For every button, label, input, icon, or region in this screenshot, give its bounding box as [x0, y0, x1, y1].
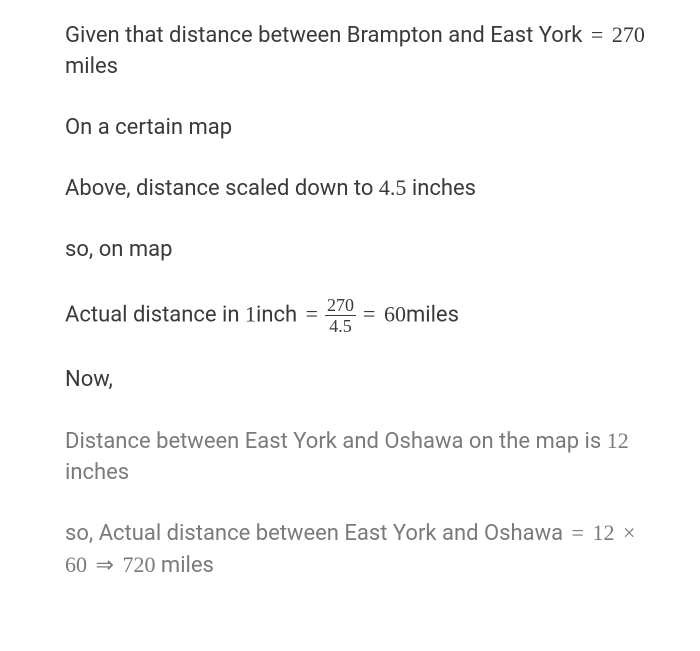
paragraph-1: Given that distance between Brampton and…: [65, 20, 645, 83]
equals-sign: =: [363, 301, 375, 326]
paragraph-7: Distance between East York and Oshawa on…: [65, 426, 645, 489]
text: inches: [406, 176, 476, 201]
text: Actual distance in: [65, 302, 245, 327]
text: so, Actual distance between East York an…: [65, 521, 569, 546]
number: 12: [587, 520, 620, 545]
equals-sign: =: [591, 22, 603, 47]
text: inch: [256, 302, 303, 327]
equals-sign: =: [306, 301, 318, 326]
text: Given that distance between Brampton and…: [65, 23, 588, 48]
paragraph-2: On a certain map: [65, 113, 645, 144]
number: 60: [378, 301, 406, 326]
text: miles: [406, 302, 459, 327]
equals-sign: =: [572, 520, 584, 545]
paragraph-8: so, Actual distance between East York an…: [65, 518, 645, 582]
number: 720: [117, 552, 156, 577]
text: miles: [65, 54, 118, 79]
number: 60: [65, 552, 93, 577]
paragraph-3: Above, distance scaled down to 4.5 inche…: [65, 173, 645, 205]
times-sign: ×: [623, 520, 635, 545]
paragraph-5: Actual distance in 1inch = 2704.5 = 60mile…: [65, 296, 645, 335]
text: Distance between East York and Oshawa on…: [65, 429, 607, 454]
denominator: 4.5: [325, 316, 356, 335]
implies-arrow: ⇒: [96, 552, 114, 577]
text: miles: [155, 553, 213, 578]
text: Now,: [65, 367, 113, 392]
fraction: 2704.5: [325, 296, 356, 335]
number: 1: [245, 301, 256, 326]
paragraph-4: so, on map: [65, 235, 645, 266]
paragraph-6: Now,: [65, 365, 645, 396]
text: Above, distance scaled down to: [65, 176, 379, 201]
numerator: 270: [325, 296, 356, 316]
text: so, on map: [65, 237, 172, 262]
text: On a certain map: [65, 115, 232, 140]
number: 270: [606, 22, 645, 47]
text: inches: [65, 460, 129, 485]
number: 12: [607, 428, 629, 453]
number: 4.5: [379, 175, 407, 200]
